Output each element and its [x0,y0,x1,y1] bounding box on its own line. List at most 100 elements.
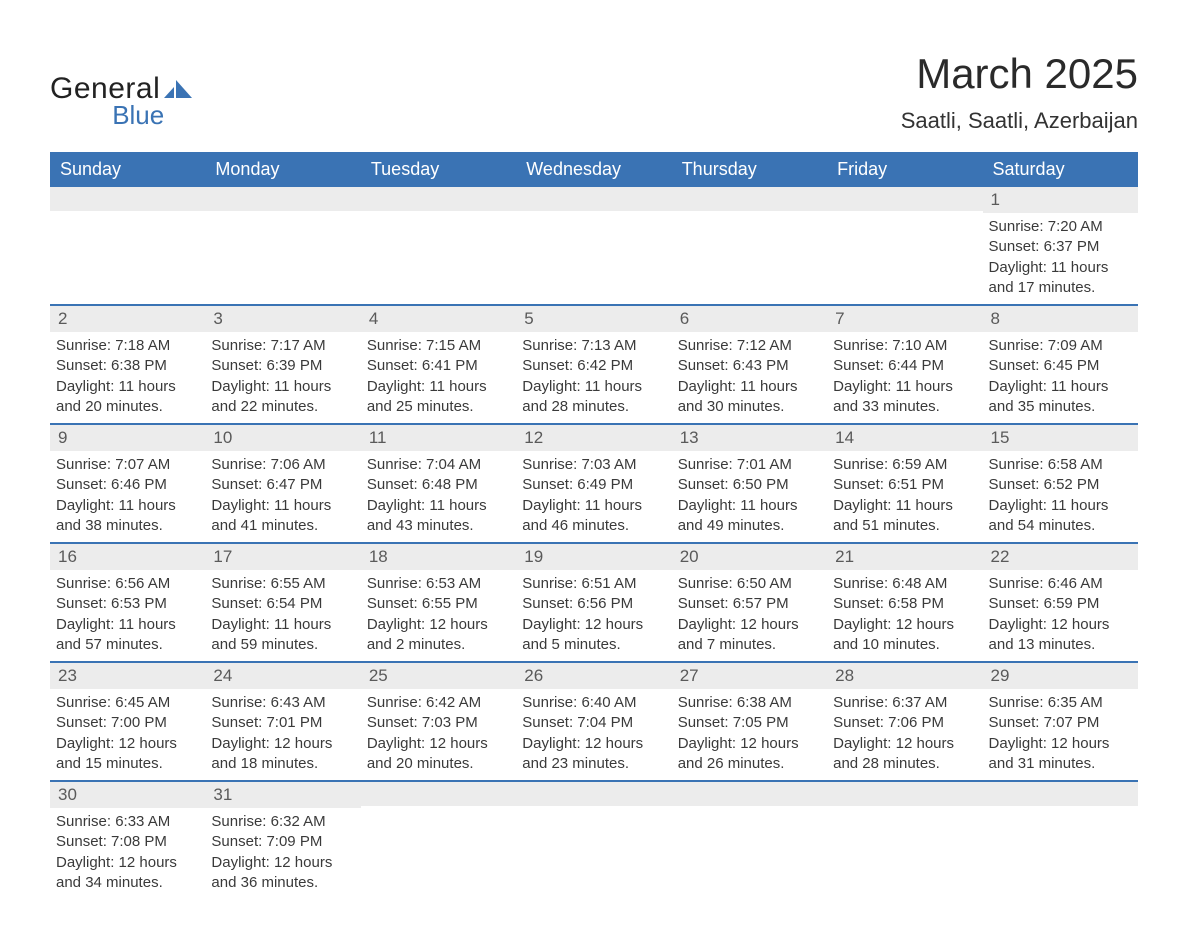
day-details: Sunrise: 6:32 AMSunset: 7:09 PMDaylight:… [205,808,360,895]
daylight-line: Daylight: 11 hours and 28 minutes. [522,377,665,418]
sunrise-line: Sunrise: 7:12 AM [678,336,821,356]
day-details: Sunrise: 6:58 AMSunset: 6:52 PMDaylight:… [983,451,1138,538]
day-details [516,211,671,281]
day-details: Sunrise: 6:53 AMSunset: 6:55 PMDaylight:… [361,570,516,657]
calendar-day-cell [672,187,827,304]
sunset-line: Sunset: 6:43 PM [678,356,821,376]
daylight-line: Daylight: 12 hours and 36 minutes. [211,853,354,894]
location-subtitle: Saatli, Saatli, Azerbaijan [901,108,1138,134]
calendar-day-cell: 4Sunrise: 7:15 AMSunset: 6:41 PMDaylight… [361,306,516,423]
sunrise-line: Sunrise: 7:04 AM [367,455,510,475]
day-details: Sunrise: 6:37 AMSunset: 7:06 PMDaylight:… [827,689,982,776]
day-number: 2 [50,306,205,332]
day-details: Sunrise: 7:01 AMSunset: 6:50 PMDaylight:… [672,451,827,538]
sunset-line: Sunset: 6:54 PM [211,594,354,614]
weekday-header: Friday [827,152,982,187]
day-details: Sunrise: 6:59 AMSunset: 6:51 PMDaylight:… [827,451,982,538]
sunrise-line: Sunrise: 6:42 AM [367,693,510,713]
calendar-body: 1Sunrise: 7:20 AMSunset: 6:37 PMDaylight… [50,187,1138,899]
day-details [205,211,360,281]
calendar-day-cell: 22Sunrise: 6:46 AMSunset: 6:59 PMDayligh… [983,544,1138,661]
calendar-day-cell [672,782,827,899]
daylight-line: Daylight: 11 hours and 20 minutes. [56,377,199,418]
header-block: General Blue March 2025 Saatli, Saatli, … [50,50,1138,134]
calendar-day-cell [50,187,205,304]
sunrise-line: Sunrise: 7:03 AM [522,455,665,475]
day-details: Sunrise: 6:43 AMSunset: 7:01 PMDaylight:… [205,689,360,776]
sunrise-line: Sunrise: 6:58 AM [989,455,1132,475]
calendar-day-cell: 9Sunrise: 7:07 AMSunset: 6:46 PMDaylight… [50,425,205,542]
sunset-line: Sunset: 6:47 PM [211,475,354,495]
calendar-day-cell: 6Sunrise: 7:12 AMSunset: 6:43 PMDaylight… [672,306,827,423]
day-details: Sunrise: 6:42 AMSunset: 7:03 PMDaylight:… [361,689,516,776]
sunset-line: Sunset: 7:08 PM [56,832,199,852]
day-number: 18 [361,544,516,570]
calendar-week-row: 23 Sunrise: 6:45 AMSunset: 7:00 PM Dayligh… [50,663,1138,782]
sunset-line: Sunset: 6:44 PM [833,356,976,376]
day-details: Sunrise: 7:03 AMSunset: 6:49 PMDaylight:… [516,451,671,538]
daylight-line: Daylight: 12 hours and 20 minutes. [367,734,510,775]
day-details: Sunrise: 7:04 AMSunset: 6:48 PMDaylight:… [361,451,516,538]
calendar-day-cell: 14Sunrise: 6:59 AMSunset: 6:51 PMDayligh… [827,425,982,542]
day-number [516,782,671,806]
brand-logo: General Blue [50,50,192,131]
daylight-line: Daylight: 12 hours and 31 minutes. [989,734,1132,775]
day-details: Sunrise: 6:38 AMSunset: 7:05 PMDaylight:… [672,689,827,776]
day-number: 5 [516,306,671,332]
sunrise-line: Sunrise: 6:43 AM [211,693,354,713]
sunrise-line: Sunrise: 6:51 AM [522,574,665,594]
day-details: Sunrise: 7:12 AMSunset: 6:43 PMDaylight:… [672,332,827,419]
calendar-day-cell: 15Sunrise: 6:58 AMSunset: 6:52 PMDayligh… [983,425,1138,542]
calendar-day-cell: 30Sunrise: 6:33 AMSunset: 7:08 PMDayligh… [50,782,205,899]
sunset-line: Sunset: 7:00 PM [56,713,199,733]
sunset-line: Sunset: 6:56 PM [522,594,665,614]
calendar-day-cell: 19Sunrise: 6:51 AMSunset: 6:56 PMDayligh… [516,544,671,661]
sunrise-line: Sunrise: 6:40 AM [522,693,665,713]
weekday-header: Thursday [672,152,827,187]
sunrise-line: Sunrise: 6:48 AM [833,574,976,594]
calendar-week-row: 9Sunrise: 7:07 AMSunset: 6:46 PMDaylight… [50,425,1138,544]
day-details [827,211,982,281]
daylight-line: Daylight: 11 hours and 57 minutes. [56,615,199,656]
sunrise-line: Sunrise: 6:45 AM [56,693,199,713]
daylight-line: Daylight: 12 hours and 10 minutes. [833,615,976,656]
daylight-line: Daylight: 11 hours and 17 minutes. [989,258,1132,299]
month-title: March 2025 [901,50,1138,98]
sunrise-line: Sunrise: 7:15 AM [367,336,510,356]
sunrise-line: Sunrise: 6:37 AM [833,693,976,713]
sunset-line: Sunset: 6:38 PM [56,356,199,376]
day-details [983,806,1138,876]
day-number [361,782,516,806]
weekday-header: Tuesday [361,152,516,187]
day-number [205,187,360,211]
daylight-line: Daylight: 12 hours and 18 minutes. [211,734,354,775]
day-number: 3 [205,306,360,332]
sunset-line: Sunset: 6:50 PM [678,475,821,495]
daylight-line: Daylight: 12 hours and 13 minutes. [989,615,1132,656]
sunset-line: Sunset: 6:37 PM [989,237,1132,257]
day-details: Sunrise: 7:09 AMSunset: 6:45 PMDaylight:… [983,332,1138,419]
weekday-header: Sunday [50,152,205,187]
calendar-day-cell: 2Sunrise: 7:18 AMSunset: 6:38 PMDaylight… [50,306,205,423]
calendar-day-cell [205,187,360,304]
day-number: 23 [50,663,205,689]
sunrise-line: Sunrise: 7:17 AM [211,336,354,356]
calendar-day-cell [516,782,671,899]
sunset-line: Sunset: 6:48 PM [367,475,510,495]
calendar-day-cell: 25Sunrise: 6:42 AMSunset: 7:03 PMDayligh… [361,663,516,780]
sunrise-line: Sunrise: 6:33 AM [56,812,199,832]
calendar-day-cell: 24Sunrise: 6:43 AMSunset: 7:01 PMDayligh… [205,663,360,780]
weekday-header: Wednesday [516,152,671,187]
calendar-week-row: 1Sunrise: 7:20 AMSunset: 6:37 PMDaylight… [50,187,1138,306]
sunrise-line: Sunrise: 7:09 AM [989,336,1132,356]
day-number: 16 [50,544,205,570]
calendar-day-cell: 23Sunrise: 6:45 AMSunset: 7:00 PMDayligh… [50,663,205,780]
day-details [50,211,205,281]
daylight-line: Daylight: 11 hours and 33 minutes. [833,377,976,418]
calendar-day-cell: 20Sunrise: 6:50 AMSunset: 6:57 PMDayligh… [672,544,827,661]
day-number: 11 [361,425,516,451]
sunset-line: Sunset: 7:03 PM [367,713,510,733]
day-details: Sunrise: 6:46 AMSunset: 6:59 PMDaylight:… [983,570,1138,657]
day-number: 26 [516,663,671,689]
day-number: 9 [50,425,205,451]
